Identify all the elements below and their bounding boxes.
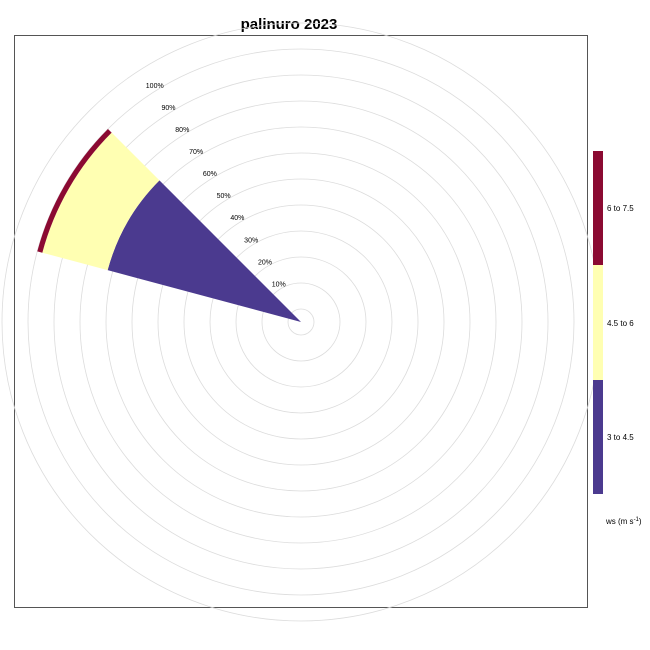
legend-swatch-4-5-to-6: [593, 265, 603, 380]
plot-frame: [14, 35, 588, 608]
radial-tick-label: 80%: [175, 127, 189, 134]
grid-circle: [235, 256, 367, 388]
radial-tick-label: 20%: [258, 259, 272, 266]
sector-4-5-to-6: [42, 132, 160, 271]
grid-circle: [27, 48, 575, 596]
sector-3-to-4-5: [107, 180, 302, 322]
legend-title: ws (m s-1): [605, 517, 642, 526]
radial-tick-label: 70%: [189, 149, 203, 156]
legend-label-4-5-to-6: 4.5 to 6: [607, 319, 634, 328]
grid-circle: [105, 126, 497, 518]
radial-tick-label: 40%: [230, 215, 244, 222]
grid-circle: [261, 282, 341, 362]
grid-circle: [287, 308, 315, 336]
legend-swatch-6-to-7-5: [593, 151, 603, 265]
radial-tick-label: 60%: [203, 171, 217, 178]
radial-tick-label: 100%: [146, 83, 164, 90]
grid-circle: [209, 230, 393, 414]
wind-sectors: [37, 128, 302, 322]
grid-circle: [131, 152, 471, 492]
grid-circle: [157, 178, 445, 466]
grid-circle: [79, 100, 523, 544]
radial-tick-labels: 10% 20% 30% 40% 50% 60% 70% 80% 90% 100%: [146, 83, 286, 288]
radial-tick-label: 30%: [244, 237, 258, 244]
legend-label-3-to-4-5: 3 to 4.5: [607, 433, 634, 442]
legend-label-6-to-7-5: 6 to 7.5: [607, 204, 634, 213]
sector-6-to-7-5: [37, 128, 112, 253]
grid-circle: [183, 204, 419, 440]
grid-circle: [53, 74, 549, 570]
radial-tick-label: 90%: [162, 105, 176, 112]
color-legend: 3 to 4.5 4.5 to 6 6 to 7.5 ws (m s-1): [593, 151, 642, 526]
radial-tick-label: 50%: [217, 193, 231, 200]
radial-tick-label: 10%: [272, 281, 286, 288]
chart-title: palinuro 2023: [241, 16, 338, 33]
radial-grid: [1, 22, 601, 622]
legend-swatch-3-to-4-5: [593, 380, 603, 494]
